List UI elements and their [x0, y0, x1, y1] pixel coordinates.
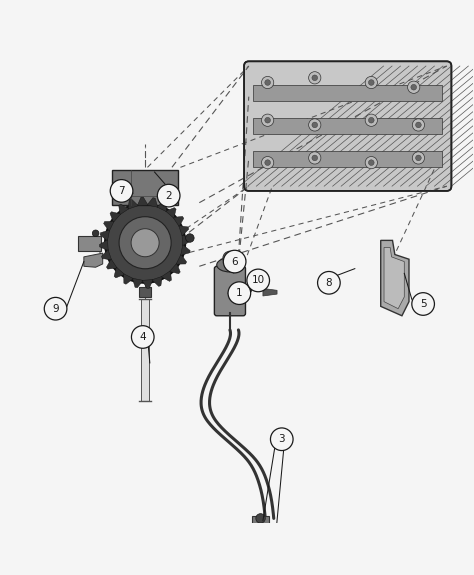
Polygon shape — [107, 259, 117, 269]
Circle shape — [312, 122, 318, 128]
Circle shape — [265, 160, 271, 166]
Circle shape — [368, 117, 374, 123]
Circle shape — [365, 156, 377, 168]
Circle shape — [309, 72, 321, 84]
Polygon shape — [170, 263, 180, 274]
Circle shape — [223, 251, 237, 265]
Circle shape — [408, 81, 420, 93]
Polygon shape — [114, 267, 125, 278]
Text: 8: 8 — [326, 278, 332, 288]
Text: 10: 10 — [252, 275, 265, 285]
Text: 9: 9 — [52, 304, 59, 314]
Text: 5: 5 — [420, 299, 427, 309]
Circle shape — [119, 217, 171, 269]
Circle shape — [268, 537, 277, 547]
Polygon shape — [173, 216, 184, 227]
Circle shape — [131, 325, 154, 348]
FancyBboxPatch shape — [214, 266, 246, 316]
Polygon shape — [142, 279, 153, 289]
Circle shape — [411, 85, 417, 90]
Bar — [112, 170, 178, 205]
Polygon shape — [119, 204, 129, 214]
Bar — [254, 85, 442, 101]
Circle shape — [318, 271, 340, 294]
Polygon shape — [179, 225, 189, 236]
Circle shape — [416, 155, 421, 161]
Polygon shape — [101, 250, 111, 260]
Polygon shape — [147, 198, 158, 207]
Circle shape — [309, 119, 321, 131]
Polygon shape — [100, 240, 108, 251]
FancyBboxPatch shape — [78, 236, 101, 251]
Bar — [254, 118, 442, 135]
Circle shape — [309, 152, 321, 164]
Circle shape — [368, 80, 374, 85]
Polygon shape — [100, 230, 109, 241]
Circle shape — [271, 428, 293, 451]
Circle shape — [265, 80, 271, 85]
Polygon shape — [176, 254, 187, 264]
Polygon shape — [110, 212, 121, 223]
Circle shape — [265, 117, 271, 123]
Circle shape — [244, 286, 252, 294]
Circle shape — [223, 250, 246, 273]
Text: 4: 4 — [139, 332, 146, 342]
Circle shape — [110, 179, 133, 202]
Circle shape — [312, 155, 318, 161]
Circle shape — [412, 152, 425, 164]
Circle shape — [412, 119, 425, 131]
Polygon shape — [104, 221, 114, 231]
Polygon shape — [181, 244, 190, 255]
Bar — [252, 516, 269, 530]
Polygon shape — [84, 253, 103, 267]
Polygon shape — [132, 278, 143, 288]
Ellipse shape — [217, 258, 243, 272]
Circle shape — [412, 293, 435, 315]
Circle shape — [256, 513, 265, 523]
FancyBboxPatch shape — [244, 62, 451, 191]
Bar — [254, 151, 442, 167]
Text: 1: 1 — [236, 288, 243, 298]
Circle shape — [44, 297, 67, 320]
Text: 2: 2 — [165, 190, 172, 201]
Text: 6: 6 — [231, 256, 238, 267]
Text: 3: 3 — [278, 434, 285, 444]
Circle shape — [131, 229, 159, 257]
Text: 7: 7 — [118, 186, 125, 196]
Polygon shape — [165, 208, 176, 218]
Circle shape — [365, 76, 377, 89]
Circle shape — [365, 114, 377, 126]
Polygon shape — [182, 235, 191, 246]
Polygon shape — [384, 247, 404, 309]
Bar — [139, 286, 151, 297]
Circle shape — [312, 75, 318, 80]
Polygon shape — [124, 274, 134, 284]
Polygon shape — [161, 271, 172, 281]
Polygon shape — [137, 197, 148, 206]
Circle shape — [262, 114, 274, 126]
Polygon shape — [128, 199, 138, 209]
Circle shape — [186, 234, 194, 242]
Circle shape — [247, 269, 270, 292]
Polygon shape — [381, 240, 409, 316]
Circle shape — [262, 76, 274, 89]
Bar — [264, 536, 282, 549]
Circle shape — [228, 282, 251, 305]
Circle shape — [262, 156, 274, 168]
Circle shape — [157, 185, 180, 207]
Bar — [141, 299, 149, 401]
Polygon shape — [157, 201, 166, 212]
Circle shape — [92, 230, 99, 236]
Circle shape — [105, 202, 185, 283]
Circle shape — [416, 122, 421, 128]
Circle shape — [368, 160, 374, 166]
Polygon shape — [263, 289, 277, 296]
Polygon shape — [152, 277, 162, 286]
